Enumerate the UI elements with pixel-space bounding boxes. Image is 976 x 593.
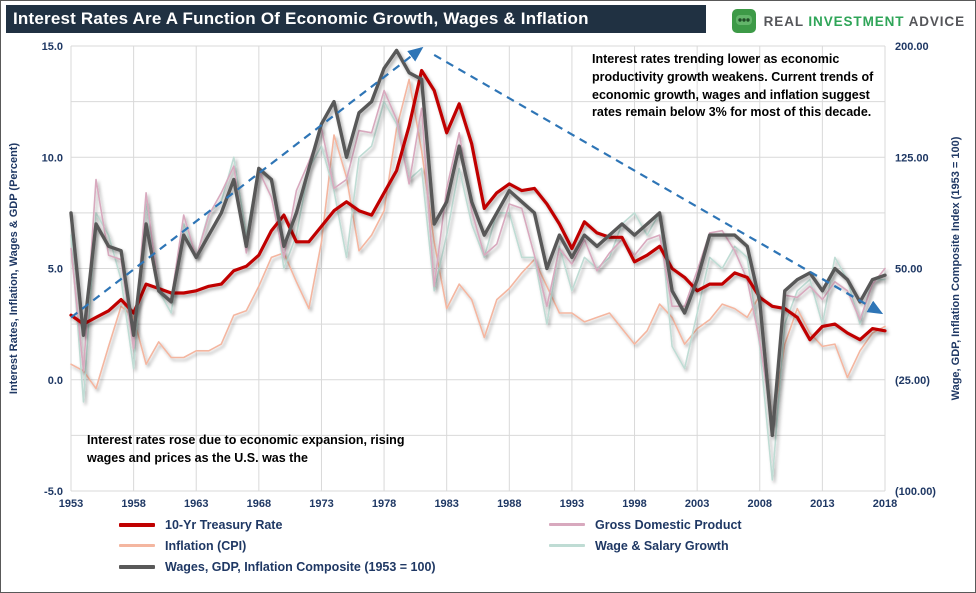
left-axis-tick: -5.0 <box>44 486 63 498</box>
x-axis-tick: 2018 <box>873 498 897 510</box>
logo-word-real: REAL <box>763 13 804 29</box>
legend-swatch-composite <box>119 564 155 569</box>
left-axis-tick: 0.0 <box>48 375 63 387</box>
x-axis-tick: 1998 <box>622 498 646 510</box>
x-axis-tick: 1973 <box>309 498 333 510</box>
right-axis-tick: 125.00 <box>895 152 929 164</box>
legend-item-composite: Wages, GDP, Inflation Composite (1953 = … <box>119 557 549 576</box>
x-axis-tick: 1968 <box>247 498 271 510</box>
legend-label-inflation: Inflation (CPI) <box>165 538 247 553</box>
legend-item-wages: Wage & Salary Growth <box>549 536 975 555</box>
legend: 10-Yr Treasury Rate Gross Domestic Produc… <box>1 515 975 576</box>
trendlines <box>70 46 884 319</box>
legend-swatch-wages <box>549 544 585 547</box>
logo-word-investment: INVESTMENT <box>808 13 905 29</box>
legend-item-gdp: Gross Domestic Product <box>549 515 975 534</box>
series-inflation-cpi <box>70 78 886 426</box>
x-axis-tick: 1983 <box>434 498 458 510</box>
x-axis-tick: 1953 <box>59 498 83 510</box>
x-axis-tick: 1988 <box>497 498 521 510</box>
legend-swatch-gdp <box>549 523 585 526</box>
left-axis-tick: 5.0 <box>48 264 63 276</box>
x-axis-tick: 2003 <box>685 498 709 510</box>
left-axis-tick: 10.0 <box>42 152 63 164</box>
right-axis-tick: 50.00 <box>895 264 923 276</box>
trendline <box>70 46 424 319</box>
right-axis-tick: 200.00 <box>895 41 929 53</box>
legend-label-treasury: 10-Yr Treasury Rate <box>165 517 283 532</box>
series-wages-gdp-inflation-composite-1953-100 <box>69 48 887 438</box>
left-axis-tick: 15.0 <box>42 41 63 53</box>
legend-swatch-treasury <box>119 522 155 527</box>
x-axis-tick: 1958 <box>121 498 145 510</box>
x-axis-tick: 2013 <box>810 498 834 510</box>
x-axis-tick: 1963 <box>184 498 208 510</box>
page-title: Interest Rates Are A Function Of Economi… <box>6 5 706 33</box>
x-axis-tick: 1993 <box>560 498 584 510</box>
annotation-rates-trending-lower: Interest rates trending lower as economi… <box>592 52 874 120</box>
logo-word-advice: ADVICE <box>908 13 965 29</box>
x-axis-tick: 2008 <box>748 498 772 510</box>
annotation-rates-rose: Interest rates rose due to economic expa… <box>87 433 405 465</box>
x-axis-tick: 1978 <box>372 498 396 510</box>
legend-label-gdp: Gross Domestic Product <box>595 517 742 532</box>
legend-label-wages: Wage & Salary Growth <box>595 538 729 553</box>
legend-label-composite: Wages, GDP, Inflation Composite (1953 = … <box>165 559 436 574</box>
chart-plot: 15.0 10.0 5.0 0.0 -5.0 200.00 125.00 50.00 (25.0… <box>8 41 962 510</box>
legend-item-inflation: Inflation (CPI) <box>119 536 549 555</box>
axis-tick-labels: 15.0 10.0 5.0 0.0 -5.0 200.00 125.00 50.00 (25.0… <box>42 41 937 510</box>
series-gross-domestic-product <box>70 89 886 426</box>
series-10-yr-treasury-rate <box>69 68 887 342</box>
right-axis-title: Wage, GDP, Inflation Composite Index (19… <box>950 136 962 400</box>
legend-swatch-inflation <box>119 544 155 547</box>
right-axis-tick: (25.00) <box>895 375 930 387</box>
ria-logo-text: REAL INVESTMENT ADVICE <box>764 14 965 29</box>
right-axis-tick: (100.00) <box>895 486 936 498</box>
ria-logo-icon <box>731 9 756 33</box>
series-lines <box>69 48 887 481</box>
trendline <box>433 53 884 315</box>
legend-item-treasury: 10-Yr Treasury Rate <box>119 515 549 534</box>
ria-logo: REAL INVESTMENT ADVICE <box>731 8 965 34</box>
left-axis-title: Interest Rates, Inflation, Wages & GDP (… <box>8 143 20 395</box>
